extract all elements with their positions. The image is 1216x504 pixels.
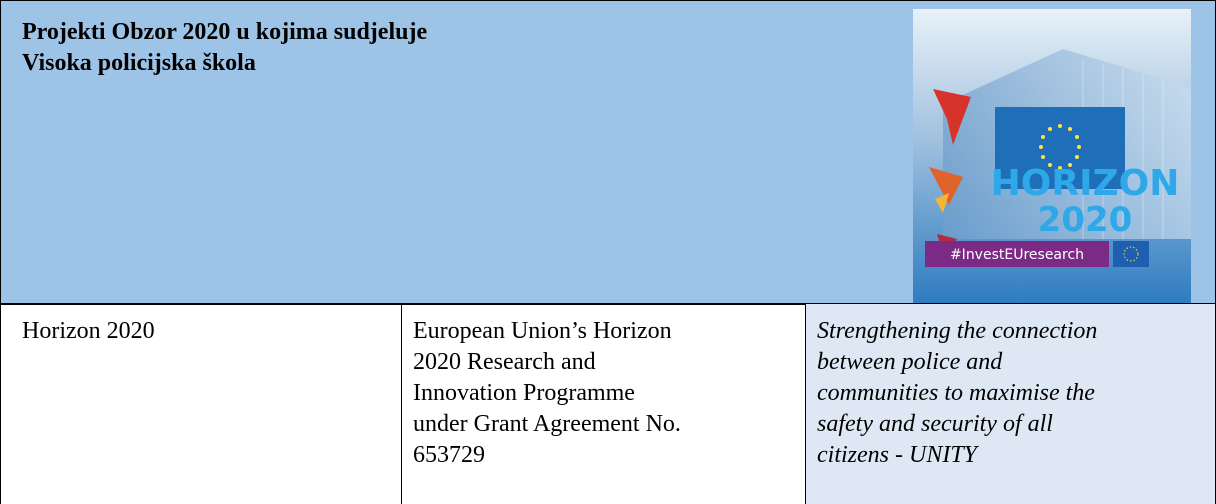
cell-line: Horizon 2020 bbox=[22, 316, 401, 347]
header-row: Projekti Obzor 2020 u kojima sudjeluje V… bbox=[0, 0, 1216, 305]
cell-line: 2020 Research and bbox=[413, 347, 805, 378]
cell-line: Strengthening the connection bbox=[817, 316, 1215, 347]
title-line: Visoka policijska škola bbox=[22, 48, 427, 79]
title-line: Projekti Obzor 2020 u kojima sudjeluje bbox=[22, 17, 427, 48]
horizon-logo: HORIZON 2020 #InvestEUresearch bbox=[913, 9, 1191, 303]
header-title: Projekti Obzor 2020 u kojima sudjeluje V… bbox=[22, 17, 427, 79]
cell-line: Innovation Programme bbox=[413, 378, 805, 409]
logo-year: 2020 bbox=[1038, 200, 1133, 240]
page: Projekti Obzor 2020 u kojima sudjeluje V… bbox=[0, 0, 1216, 489]
cell-line: citizens - UNITY bbox=[817, 440, 1215, 471]
cell-line: European Union’s Horizon bbox=[413, 316, 805, 347]
table-cell: European Union’s Horizon 2020 Research a… bbox=[401, 304, 806, 504]
logo-hashtag: #InvestEUresearch bbox=[950, 247, 1084, 263]
cell-line: between police and bbox=[817, 347, 1215, 378]
cell-line: safety and security of all bbox=[817, 409, 1215, 440]
cell-line: under Grant Agreement No. bbox=[413, 409, 805, 440]
table-cell: Strengthening the connection between pol… bbox=[805, 304, 1216, 504]
cell-line: 653729 bbox=[413, 440, 805, 471]
logo-title: HORIZON bbox=[991, 163, 1180, 204]
cell-line: communities to maximise the bbox=[817, 378, 1215, 409]
table-cell: Horizon 2020 bbox=[0, 304, 402, 504]
